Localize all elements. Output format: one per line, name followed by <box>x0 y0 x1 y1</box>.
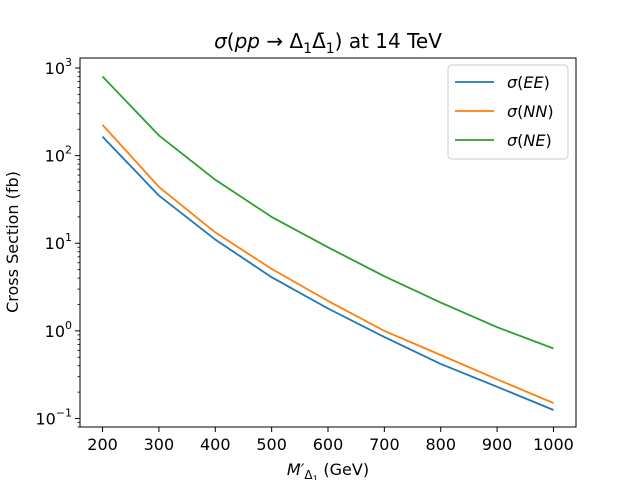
x-tick-label: 800 <box>425 435 456 454</box>
legend-label: σ(NE) <box>507 131 552 150</box>
legend-box <box>447 64 569 160</box>
y-tick-label: 102 <box>45 144 72 166</box>
x-tick-label: 700 <box>369 435 400 454</box>
legend: σ(EE) σ(NN) σ(NE) <box>447 64 569 160</box>
legend-label: σ(EE) <box>507 73 550 92</box>
x-tick-label: 200 <box>87 435 118 454</box>
y-tick-label: 101 <box>45 231 72 253</box>
x-tick-label: 300 <box>144 435 175 454</box>
x-tick-label: 600 <box>313 435 344 454</box>
series-group <box>101 75 554 411</box>
y-axis: 10−1 100 101 102 103 <box>35 56 80 429</box>
x-axis: 200 300 400 500 600 700 800 900 1000 <box>87 427 574 454</box>
series-line <box>101 75 554 350</box>
chart-title: σ(pp → Δ1Δ̄1) at 14 TeV <box>214 29 442 57</box>
y-tick-label: 100 <box>45 319 72 341</box>
x-tick-label: 500 <box>256 435 287 454</box>
y-tick-label: 103 <box>45 56 72 78</box>
series-line <box>101 124 554 404</box>
series-line <box>101 135 554 411</box>
x-tick-label: 400 <box>200 435 231 454</box>
y-axis-title: Cross Section (fb) <box>3 171 22 313</box>
x-tick-label: 1000 <box>533 435 574 454</box>
legend-label: σ(NN) <box>507 102 554 121</box>
x-axis-title: M′Δ1 (GeV) <box>287 460 369 480</box>
y-tick-label: 10−1 <box>35 407 72 429</box>
x-tick-label: 900 <box>482 435 513 454</box>
